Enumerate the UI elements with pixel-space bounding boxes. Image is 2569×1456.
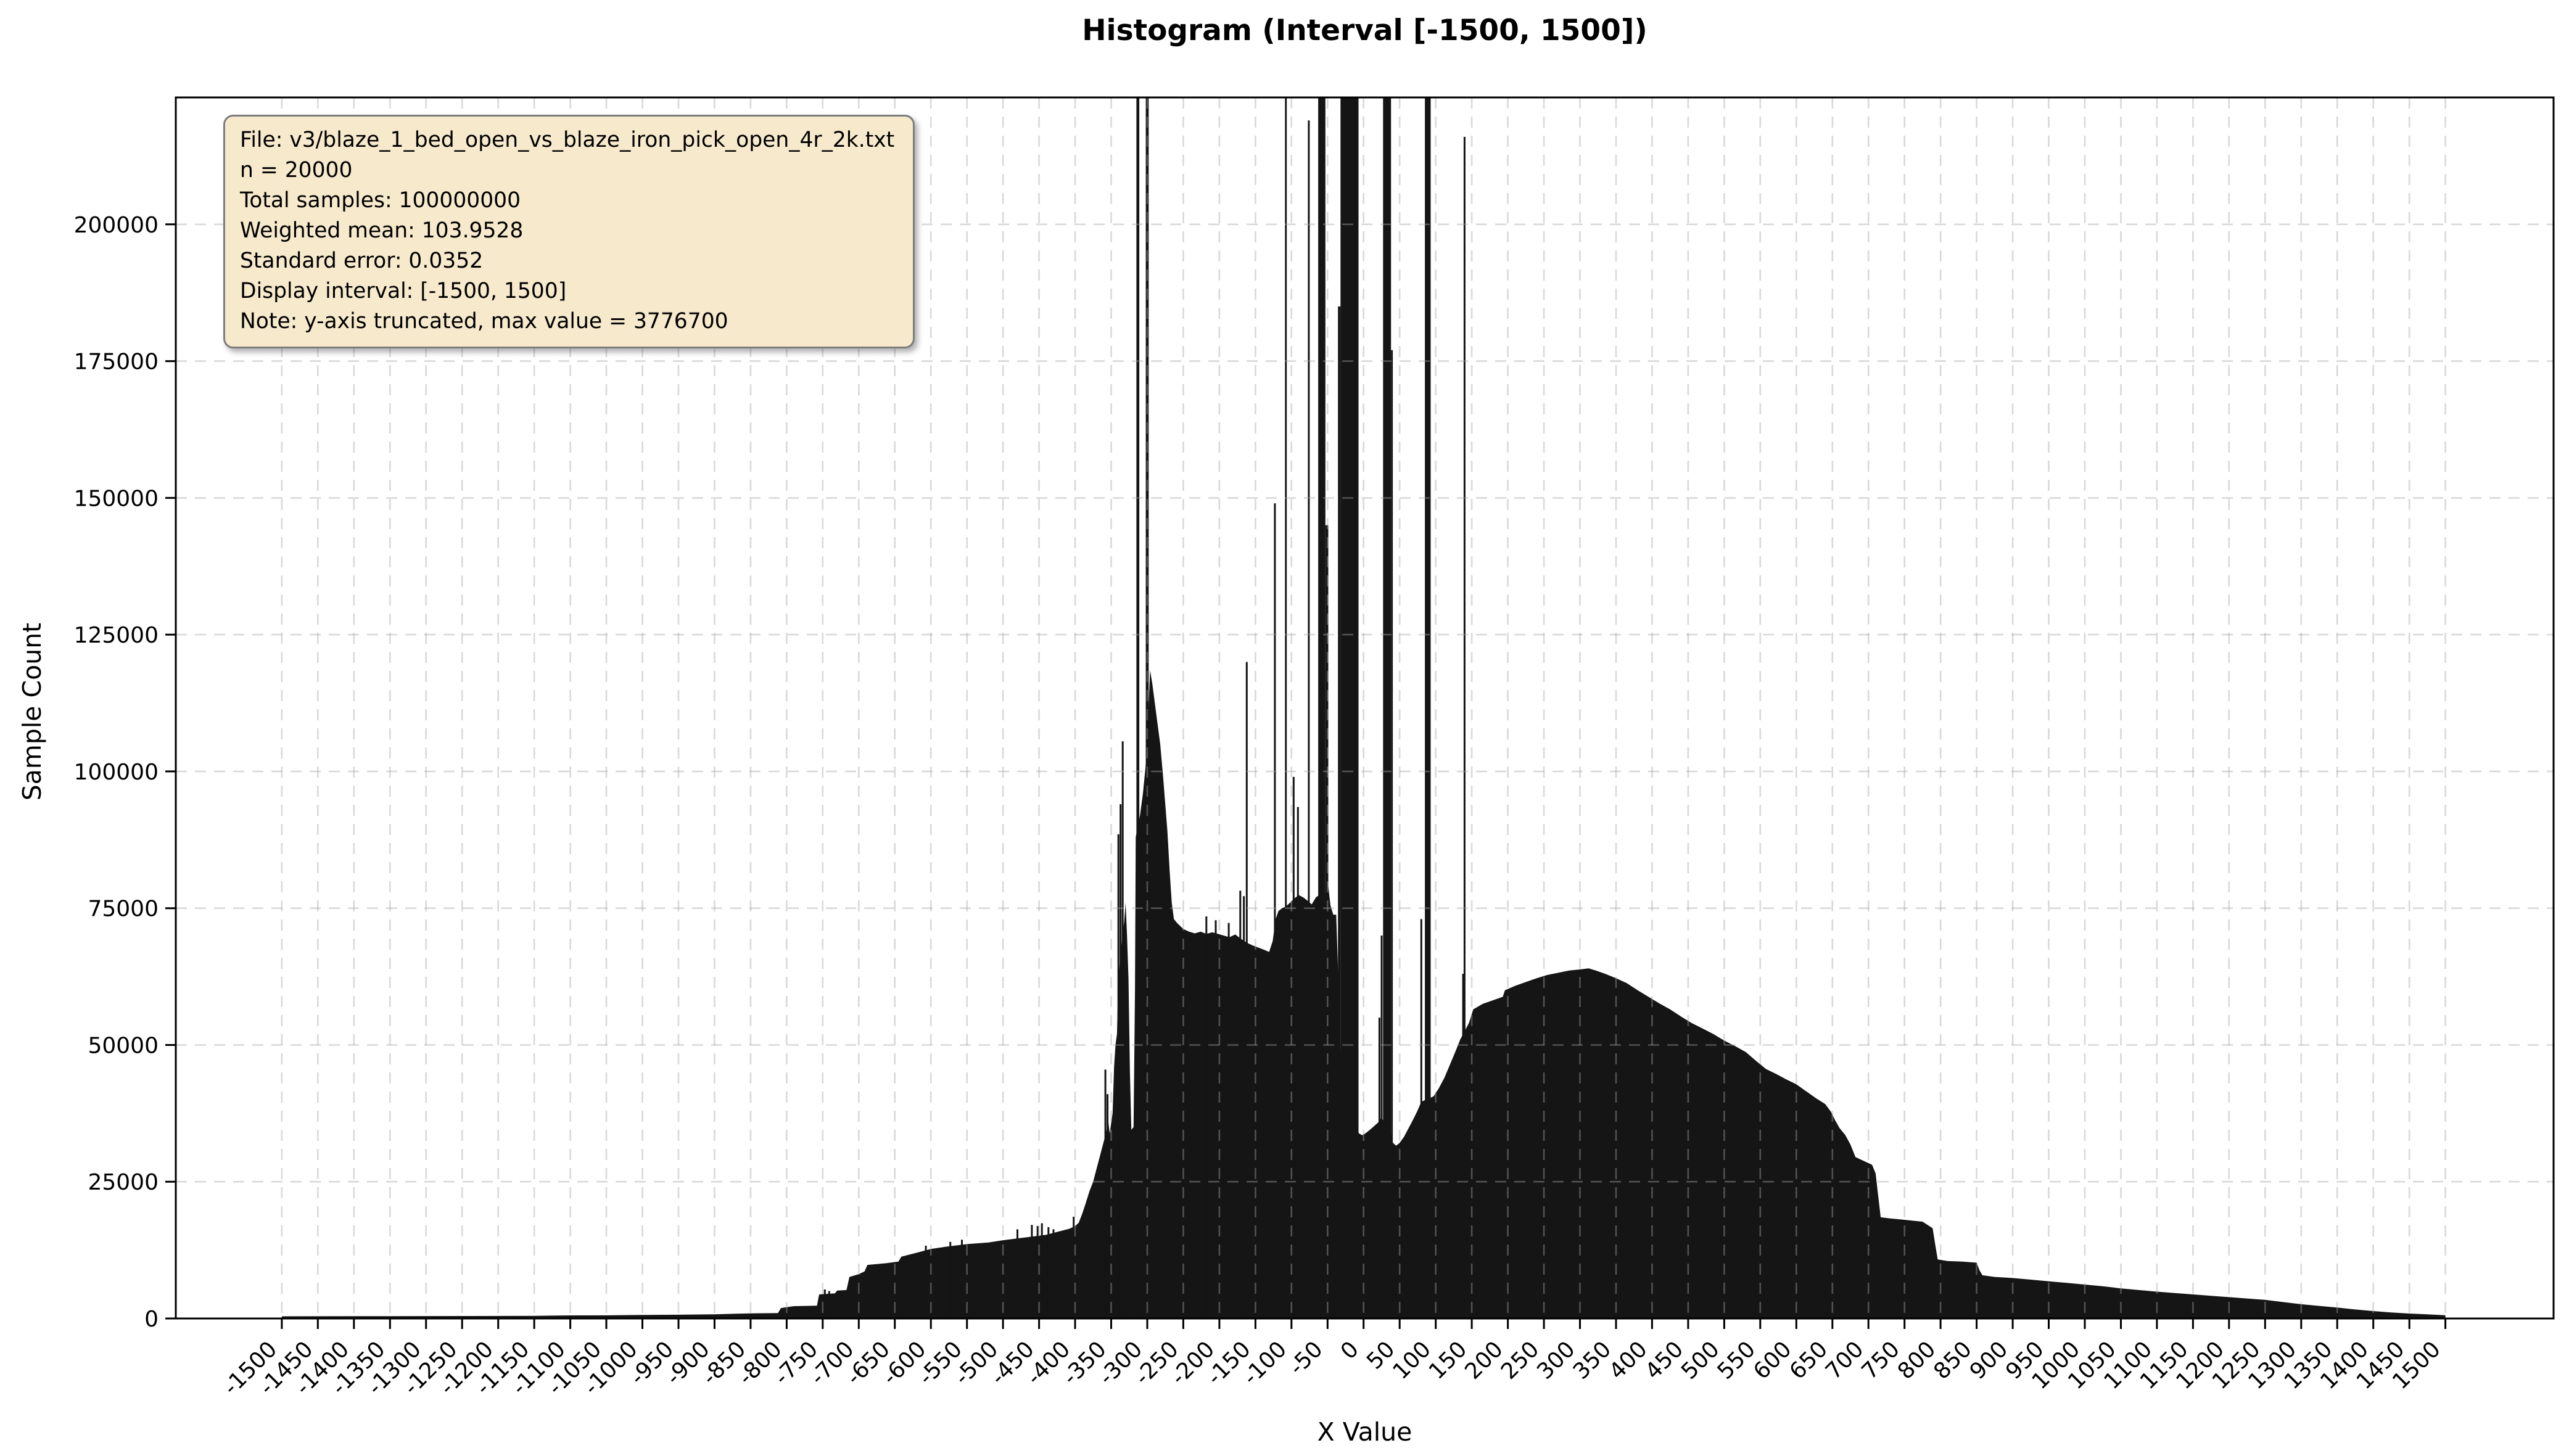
histogram-spike <box>1117 834 1120 1318</box>
histogram-spike <box>1274 503 1276 1318</box>
histogram-offtop-column <box>1340 97 1359 1318</box>
plot-frame <box>175 96 2555 1320</box>
gridlines <box>176 97 2554 1318</box>
histogram-spike <box>1308 120 1310 1318</box>
histogram-spike <box>925 1246 927 1318</box>
histogram-spike <box>828 1291 830 1318</box>
histogram-spike <box>1036 1226 1039 1318</box>
histogram-spike <box>1214 920 1217 1318</box>
y-axis-label: Sample Count <box>17 622 47 801</box>
histogram-spike <box>1120 804 1122 1318</box>
x-tick-label: 800 <box>1893 1336 1941 1384</box>
x-tick-label: 700 <box>1821 1336 1869 1384</box>
histogram-tall-column <box>1338 306 1341 1318</box>
y-tick-label: 25000 <box>88 1170 159 1195</box>
x-tick-label: 600 <box>1749 1336 1797 1384</box>
stats-info-box: File: v3/blaze_1_bed_open_vs_blaze_iron_… <box>223 115 915 348</box>
x-tick-label: 200 <box>1460 1336 1508 1384</box>
y-tick-label: 100000 <box>74 760 159 785</box>
histogram-spike <box>1104 1069 1107 1318</box>
x-tick-marks <box>281 1318 2447 1329</box>
y-tick-marks <box>165 223 176 1320</box>
histogram-offtop-column <box>1136 97 1140 1318</box>
histogram-spike <box>823 1289 826 1318</box>
x-tick-label: 550 <box>1713 1336 1761 1384</box>
y-tick-label: 50000 <box>88 1034 159 1059</box>
histogram-spike <box>1245 662 1248 1318</box>
histogram-tall-column <box>1325 525 1329 1318</box>
histogram-spike <box>1107 1094 1109 1318</box>
x-tick-label: -100 <box>1238 1336 1292 1390</box>
histogram-offtop-column <box>1318 97 1326 1318</box>
histogram-spike <box>1227 923 1230 1318</box>
x-tick-labels: -1500-1450-1400-1350-1300-1250-1200-1150… <box>218 1336 2446 1400</box>
histogram-envelope <box>281 670 2446 1318</box>
y-tick-label: 125000 <box>74 623 159 648</box>
info-line-n: n = 20000 <box>240 158 353 183</box>
info-line-truncation-note: Note: y-axis truncated, max value = 3776… <box>240 309 728 334</box>
histogram-spike <box>1292 776 1295 1318</box>
histogram-offtop-column <box>1285 97 1287 1318</box>
histogram-spike <box>1031 1225 1033 1318</box>
x-axis-label: X Value <box>1317 1417 1412 1447</box>
histogram-spike <box>1463 136 1466 1318</box>
histogram-spike <box>1380 936 1383 1318</box>
y-tick-label: 150000 <box>74 486 159 511</box>
histogram-bars <box>281 97 2446 1318</box>
histogram-spike <box>1073 1217 1075 1318</box>
info-line-file: File: v3/blaze_1_bed_open_vs_blaze_iron_… <box>240 128 895 152</box>
histogram-offtop-column <box>1383 97 1392 1318</box>
histogram-spike <box>1378 1018 1380 1318</box>
x-tick-label: 650 <box>1785 1336 1833 1384</box>
histogram-offtop-column <box>1425 97 1431 1318</box>
histogram-spike <box>1297 807 1299 1318</box>
x-tick-label: -50 <box>1284 1336 1328 1380</box>
x-tick-label: 350 <box>1569 1336 1617 1384</box>
x-tick-label: 400 <box>1604 1336 1652 1384</box>
histogram-spike <box>1016 1229 1018 1318</box>
histogram-spike <box>1052 1229 1055 1318</box>
histogram-spike <box>1243 896 1245 1318</box>
histogram-spike <box>1205 916 1208 1318</box>
x-tick-label: 250 <box>1496 1336 1544 1384</box>
x-tick-label: 150 <box>1424 1336 1472 1384</box>
histogram-tall-column <box>1391 350 1393 1318</box>
y-tick-label: 175000 <box>74 350 159 375</box>
info-line-standard-error: Standard error: 0.0352 <box>240 249 484 273</box>
histogram-spike <box>1420 919 1422 1318</box>
histogram-spike <box>949 1241 952 1318</box>
x-tick-label: 0 <box>1336 1336 1364 1364</box>
info-line-total-samples: Total samples: 100000000 <box>240 188 521 213</box>
info-line-display-interval: Display interval: [-1500, 1500] <box>240 279 567 303</box>
histogram-spike <box>1462 974 1464 1318</box>
histogram-offtop-column <box>1145 97 1149 1318</box>
chart-title: Histogram (Interval [-1500, 1500]) <box>1082 14 1647 47</box>
y-tick-label: 200000 <box>74 213 159 238</box>
x-tick-label: 450 <box>1641 1336 1689 1384</box>
y-tick-label: 0 <box>144 1307 159 1332</box>
x-tick-label: 850 <box>1929 1336 1977 1384</box>
histogram-spike <box>1047 1227 1050 1318</box>
x-tick-label: 900 <box>1965 1336 2013 1384</box>
x-tick-label: 300 <box>1532 1336 1580 1384</box>
y-tick-label: 75000 <box>88 897 159 922</box>
histogram-spike <box>1041 1223 1043 1318</box>
histogram-spike <box>1239 890 1242 1318</box>
info-line-weighted-mean: Weighted mean: 103.9528 <box>240 218 524 243</box>
x-tick-label: 500 <box>1676 1336 1725 1384</box>
x-tick-label: 100 <box>1388 1336 1436 1384</box>
histogram-spike <box>1121 741 1124 1318</box>
y-tick-labels: 0 25000 50000 75000 100000 125000 150000 175000… <box>74 213 159 1332</box>
x-tick-label: 750 <box>1857 1336 1905 1384</box>
histogram-spike <box>961 1240 963 1318</box>
